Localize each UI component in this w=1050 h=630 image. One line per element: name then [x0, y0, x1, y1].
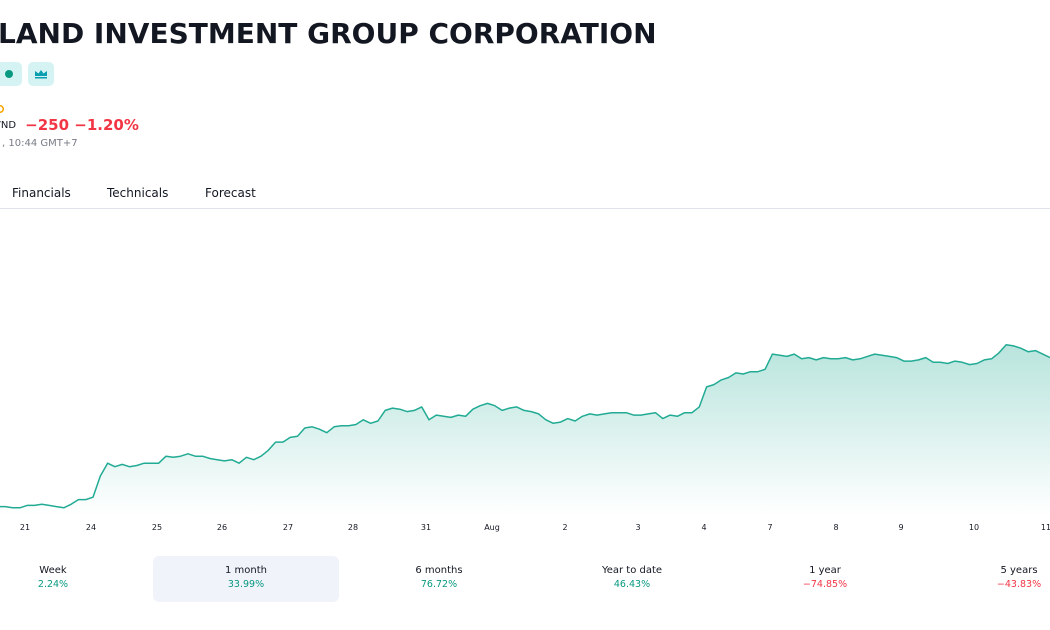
period-change-value: −43.83% — [996, 579, 1042, 590]
period-5-years[interactable]: 5 years −43.83% — [926, 556, 1050, 602]
period-week[interactable]: Week 2.24% — [0, 556, 146, 602]
crown-icon — [35, 70, 47, 79]
period-1-year[interactable]: 1 year −74.85% — [732, 556, 918, 602]
x-tick-label: 9 — [898, 523, 903, 532]
x-tick-label: 27 — [283, 523, 293, 532]
price-area-fill — [0, 344, 1050, 516]
price-change-row: VND −250 −1.20% — [0, 115, 139, 134]
status-dot-icon — [5, 70, 13, 78]
price-chart[interactable]: 21 24 25 26 27 28 31 Aug 2 3 4 7 8 9 10 11 — [0, 209, 1050, 544]
x-tick-label: 24 — [86, 523, 96, 532]
crown-badge[interactable] — [28, 62, 54, 86]
period-label: 1 month — [225, 565, 267, 576]
period-label: Week — [39, 565, 67, 576]
x-tick-label: Aug — [484, 523, 500, 532]
x-tick-label: 31 — [421, 523, 431, 532]
x-tick-label: 21 — [20, 523, 30, 532]
quote-timestamp: , 10:44 GMT+7 — [2, 138, 78, 149]
status-badge[interactable] — [0, 62, 22, 86]
price-line — [0, 343, 1050, 509]
x-tick-label: 4 — [701, 523, 706, 532]
period-label: Year to date — [601, 565, 663, 576]
period-label: 1 year — [809, 565, 841, 576]
period-ytd[interactable]: Year to date 46.43% — [539, 556, 725, 602]
x-tick-label: 2 — [562, 523, 567, 532]
market-status-icon — [0, 104, 4, 114]
x-tick-label: 28 — [348, 523, 358, 532]
price-change: −250 −1.20% — [25, 116, 139, 134]
period-change-value: 46.43% — [613, 579, 651, 590]
period-change-value: −74.85% — [802, 579, 848, 590]
x-tick-label: 10 — [969, 523, 979, 532]
period-change-value: 2.24% — [37, 579, 69, 590]
x-tick-label: 7 — [767, 523, 772, 532]
x-tick-label: 25 — [152, 523, 162, 532]
page-title: LAND INVESTMENT GROUP CORPORATION — [0, 17, 657, 50]
tabs-divider — [0, 208, 1050, 209]
x-tick-label: 3 — [635, 523, 640, 532]
period-change-value: 76.72% — [420, 579, 458, 590]
period-label: 6 months — [415, 565, 463, 576]
period-label: 5 years — [1000, 565, 1038, 576]
tab-forecast[interactable]: Forecast — [205, 186, 256, 200]
x-tick-label: 8 — [833, 523, 838, 532]
x-tick-label: 26 — [217, 523, 227, 532]
tab-technicals[interactable]: Technicals — [107, 186, 169, 200]
period-change-value: 33.99% — [227, 579, 265, 590]
currency-label: VND — [0, 120, 17, 131]
period-1-month[interactable]: 1 month 33.99% — [153, 556, 339, 602]
period-6-months[interactable]: 6 months 76.72% — [346, 556, 532, 602]
x-tick-label: 11 — [1041, 523, 1050, 532]
tab-financials[interactable]: Financials — [12, 186, 71, 200]
